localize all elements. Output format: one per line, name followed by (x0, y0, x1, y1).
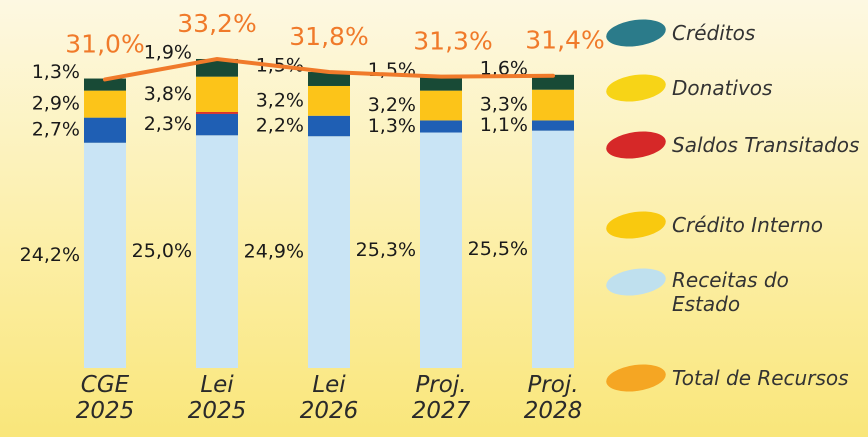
bar-segment (84, 117, 126, 143)
bar-segment (532, 130, 574, 368)
bar-segment (308, 72, 350, 86)
bar-segment (196, 76, 238, 113)
bar-segment (420, 120, 462, 133)
value-label: 25,3% (356, 239, 416, 261)
bar-segment (420, 76, 462, 91)
value-label: 2,2% (256, 115, 304, 137)
bar-segment (420, 132, 462, 368)
x-tick-label: Lei 2025 (187, 372, 247, 424)
bar-segment (308, 115, 350, 137)
value-label: 25,0% (132, 240, 192, 262)
bar-segment (532, 74, 574, 90)
value-label: 3,8% (144, 83, 192, 105)
value-label: 1,9% (144, 41, 192, 63)
value-label: 3,3% (480, 94, 528, 116)
legend-label: Receitas do Estado (672, 268, 789, 316)
bar-segment (196, 135, 238, 368)
legend-label: Crédito Interno (672, 213, 824, 237)
legend-swatch (606, 211, 666, 239)
bar-segment (84, 142, 126, 368)
legend-swatch (606, 131, 666, 159)
bar-segment (84, 78, 126, 91)
legend-swatch (606, 74, 666, 102)
value-label: 2,3% (144, 113, 192, 135)
x-tick-label: CGE 2025 (75, 372, 135, 424)
total-line (103, 56, 555, 82)
legend-swatch (606, 19, 666, 47)
value-label: 24,9% (244, 241, 304, 263)
value-label: 1,3% (368, 115, 416, 137)
value-label: 1,5% (368, 59, 416, 81)
value-label: 2,9% (32, 93, 80, 115)
legend-label: Créditos (672, 21, 756, 45)
value-label: 1,1% (480, 114, 528, 136)
value-label: 3,2% (256, 89, 304, 111)
bar-segment (532, 120, 574, 131)
bar-segment (532, 89, 574, 121)
value-label: 24,2% (20, 244, 80, 266)
legend-label: Saldos Transitados (672, 133, 860, 157)
value-label: 3,2% (368, 94, 416, 116)
legend-swatch (606, 268, 666, 296)
total-label: 31,3% (413, 27, 492, 56)
x-tick-label: Lei 2026 (299, 372, 359, 424)
x-tick-label: Proj. 2027 (411, 372, 471, 424)
bar-segment (196, 113, 238, 136)
value-label: 25,5% (468, 238, 528, 260)
bar-segment (196, 112, 238, 114)
bar-segment (308, 85, 350, 116)
bar-segment (196, 58, 238, 77)
total-label: 33,2% (177, 9, 256, 38)
legend-swatch (606, 364, 666, 392)
x-tick-label: Proj. 2028 (523, 372, 583, 424)
legend-label: Total de Recursos (672, 366, 849, 390)
total-label: 31,0% (65, 29, 144, 58)
legend-label: Donativos (672, 76, 773, 100)
total-label: 31,8% (289, 22, 368, 51)
bar-segment (420, 90, 462, 121)
bar-segment (308, 136, 350, 368)
value-label: 2,7% (32, 119, 80, 141)
value-label: 1,3% (32, 61, 80, 83)
bar-segment (84, 90, 126, 118)
value-label: 1,6% (480, 57, 528, 79)
total-label: 31,4% (525, 26, 604, 55)
